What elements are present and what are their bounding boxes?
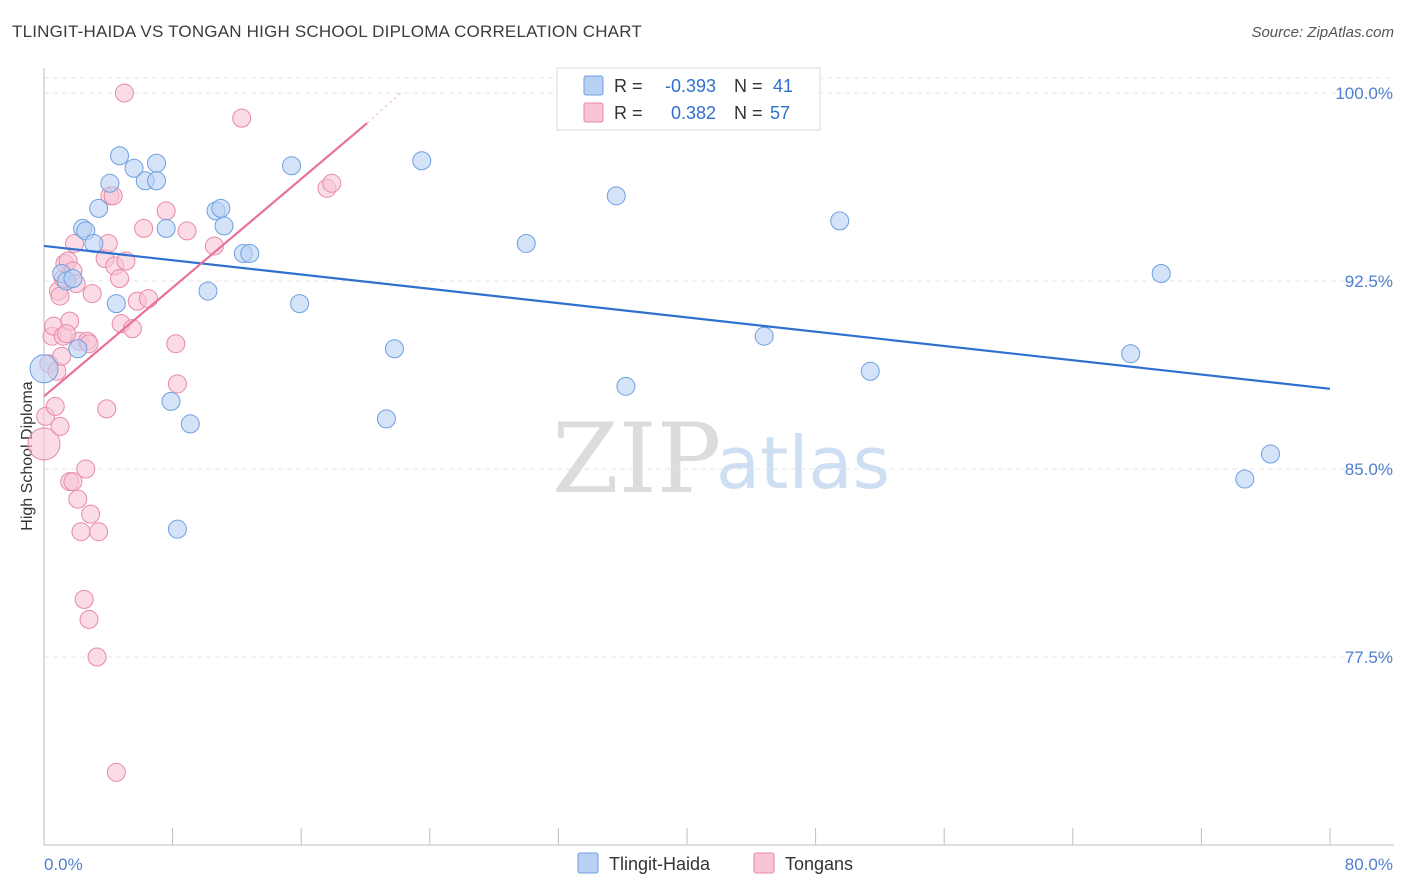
pink-point-21 [68, 489, 88, 509]
source-label: Source: ZipAtlas.com [1251, 24, 1394, 41]
blue-point-11 [110, 146, 130, 166]
pink-point-28 [81, 504, 101, 524]
blue-point-8 [89, 198, 109, 218]
blue-point-15 [147, 171, 167, 191]
pink-point-39 [110, 269, 130, 289]
x-tick-label-max: 80.0% [1345, 855, 1393, 874]
blue-point-27 [290, 294, 310, 314]
y-tick-label-2: 85.0% [1345, 460, 1393, 479]
trend-lines [43, 92, 1331, 398]
blue-point-25 [240, 243, 260, 263]
pink-point-54 [322, 173, 342, 193]
blue-point-22 [211, 198, 231, 218]
pink-point-50 [177, 221, 197, 241]
blue-point-28 [376, 409, 396, 429]
blue-point-34 [754, 326, 774, 346]
blue-point-26 [282, 156, 302, 176]
blue-point-36 [860, 361, 880, 381]
blue-point-9 [100, 173, 120, 193]
blue-point-23 [214, 216, 234, 236]
pink-point-48 [166, 334, 186, 354]
legend-n-value-pink: 57 [770, 103, 790, 123]
blue-point-20 [198, 281, 218, 301]
legend-bottom-label-blue: Tlingit-Haida [609, 854, 711, 874]
pink-point-31 [89, 522, 109, 542]
pink-point-10 [52, 346, 72, 366]
blue-point-37 [1121, 344, 1141, 364]
gridlines [44, 77, 1394, 658]
blue-point-19 [180, 414, 200, 434]
blue-trend-line [43, 244, 1331, 390]
y-axis-label: High School Diploma [19, 381, 36, 531]
pink-point-49 [167, 374, 187, 394]
blue-point-17 [167, 519, 187, 539]
y-tick-label-3: 77.5% [1345, 648, 1393, 667]
legend-r-label-pink: R = [614, 103, 643, 123]
pink-point-5 [45, 396, 65, 416]
pink-point-41 [114, 83, 134, 103]
pink-point-33 [97, 399, 117, 419]
blue-point-38 [1151, 264, 1171, 284]
pink-point-27 [79, 609, 99, 629]
pink-point-30 [87, 647, 107, 667]
blue-point-31 [516, 233, 536, 253]
blue-point-32 [616, 376, 636, 396]
legend-r-label-blue: R = [614, 76, 643, 96]
pink-point-47 [156, 201, 176, 221]
pink-point-17 [63, 472, 83, 492]
legend-bottom-swatch-pink [753, 852, 775, 874]
legend-swatch-pink [583, 102, 604, 123]
legend-bottom: Tlingit-Haida Tongans [577, 852, 853, 874]
pink-trend-extension [366, 92, 402, 124]
y-tick-labels: 100.0% 92.5% 85.0% 77.5% [1335, 84, 1393, 667]
pink-point-55 [57, 324, 77, 344]
legend-r-value-blue: -0.393 [665, 76, 716, 96]
tlingit-haida-points [29, 146, 1281, 539]
pink-point-24 [74, 589, 94, 609]
blue-point-3 [63, 269, 83, 289]
blue-point-33 [606, 186, 626, 206]
pink-point-23 [71, 522, 91, 542]
tongans-points [27, 83, 342, 782]
pink-point-46 [138, 289, 158, 309]
blue-point-29 [384, 339, 404, 359]
blue-point-12 [124, 158, 144, 178]
chart-title: TLINGIT-HAIDA VS TONGAN HIGH SCHOOL DIPL… [12, 22, 642, 41]
blue-point-4 [68, 339, 88, 359]
legend-top: R = -0.393 N = 41 R = 0.382 N = 57 [556, 67, 821, 131]
watermark-atlas: atlas [716, 421, 890, 505]
blue-point-18 [161, 391, 181, 411]
legend-n-label-blue: N = [734, 76, 763, 96]
blue-point-16 [156, 218, 176, 238]
blue-point-35 [830, 211, 850, 231]
pink-trend-line [43, 122, 368, 398]
legend-r-value-pink: 0.382 [671, 103, 716, 123]
pink-point-45 [134, 218, 154, 238]
y-tick-label-0: 100.0% [1335, 84, 1393, 103]
y-tick-label-1: 92.5% [1345, 272, 1393, 291]
watermark-zip: ZIP [552, 403, 721, 515]
pink-point-52 [232, 108, 252, 128]
pink-point-0 [27, 427, 61, 461]
pink-point-29 [82, 284, 102, 304]
legend-n-value-blue: 41 [773, 76, 793, 96]
x-tick-label-min: 0.0% [44, 855, 83, 874]
blue-point-30 [412, 151, 432, 171]
blue-point-10 [106, 294, 126, 314]
blue-point-39 [1235, 469, 1255, 489]
legend-swatch-blue [583, 75, 604, 96]
legend-n-label-pink: N = [734, 103, 763, 123]
pink-point-25 [76, 459, 96, 479]
x-axis-ticks [43, 828, 1331, 845]
pink-point-8 [50, 416, 70, 436]
blue-point-40 [1261, 444, 1281, 464]
pink-point-38 [106, 762, 126, 782]
blue-point-14 [147, 153, 167, 173]
legend-bottom-label-pink: Tongans [785, 854, 853, 874]
blue-point-0 [29, 354, 59, 384]
legend-bottom-swatch-blue [577, 852, 599, 874]
